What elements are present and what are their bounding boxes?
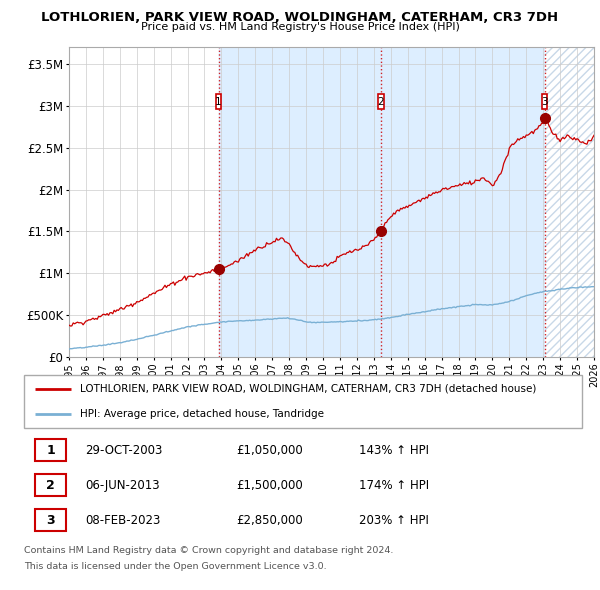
Text: 3: 3 — [46, 514, 55, 527]
Text: £2,850,000: £2,850,000 — [236, 514, 303, 527]
FancyBboxPatch shape — [216, 94, 221, 109]
Text: Price paid vs. HM Land Registry's House Price Index (HPI): Price paid vs. HM Land Registry's House … — [140, 22, 460, 32]
Text: 06-JUN-2013: 06-JUN-2013 — [85, 478, 160, 492]
Text: 1: 1 — [215, 97, 222, 107]
Text: HPI: Average price, detached house, Tandridge: HPI: Average price, detached house, Tand… — [80, 409, 324, 419]
Text: LOTHLORIEN, PARK VIEW ROAD, WOLDINGHAM, CATERHAM, CR3 7DH (detached house): LOTHLORIEN, PARK VIEW ROAD, WOLDINGHAM, … — [80, 384, 536, 394]
Text: 2: 2 — [46, 478, 55, 492]
Text: 143% ↑ HPI: 143% ↑ HPI — [359, 444, 429, 457]
Text: This data is licensed under the Open Government Licence v3.0.: This data is licensed under the Open Gov… — [24, 562, 326, 571]
FancyBboxPatch shape — [24, 375, 582, 428]
FancyBboxPatch shape — [379, 94, 383, 109]
Text: 08-FEB-2023: 08-FEB-2023 — [85, 514, 161, 527]
Text: 203% ↑ HPI: 203% ↑ HPI — [359, 514, 428, 527]
Text: Contains HM Land Registry data © Crown copyright and database right 2024.: Contains HM Land Registry data © Crown c… — [24, 546, 394, 555]
FancyBboxPatch shape — [35, 509, 66, 531]
Text: LOTHLORIEN, PARK VIEW ROAD, WOLDINGHAM, CATERHAM, CR3 7DH: LOTHLORIEN, PARK VIEW ROAD, WOLDINGHAM, … — [41, 11, 559, 24]
Text: 29-OCT-2003: 29-OCT-2003 — [85, 444, 163, 457]
Text: 2: 2 — [377, 97, 384, 107]
Text: £1,050,000: £1,050,000 — [236, 444, 303, 457]
Text: £1,500,000: £1,500,000 — [236, 478, 303, 492]
FancyBboxPatch shape — [35, 440, 66, 461]
Text: 3: 3 — [542, 97, 548, 107]
Bar — [218, 47, 545, 357]
Text: 174% ↑ HPI: 174% ↑ HPI — [359, 478, 429, 492]
FancyBboxPatch shape — [542, 94, 547, 109]
FancyBboxPatch shape — [35, 474, 66, 496]
Text: 1: 1 — [46, 444, 55, 457]
